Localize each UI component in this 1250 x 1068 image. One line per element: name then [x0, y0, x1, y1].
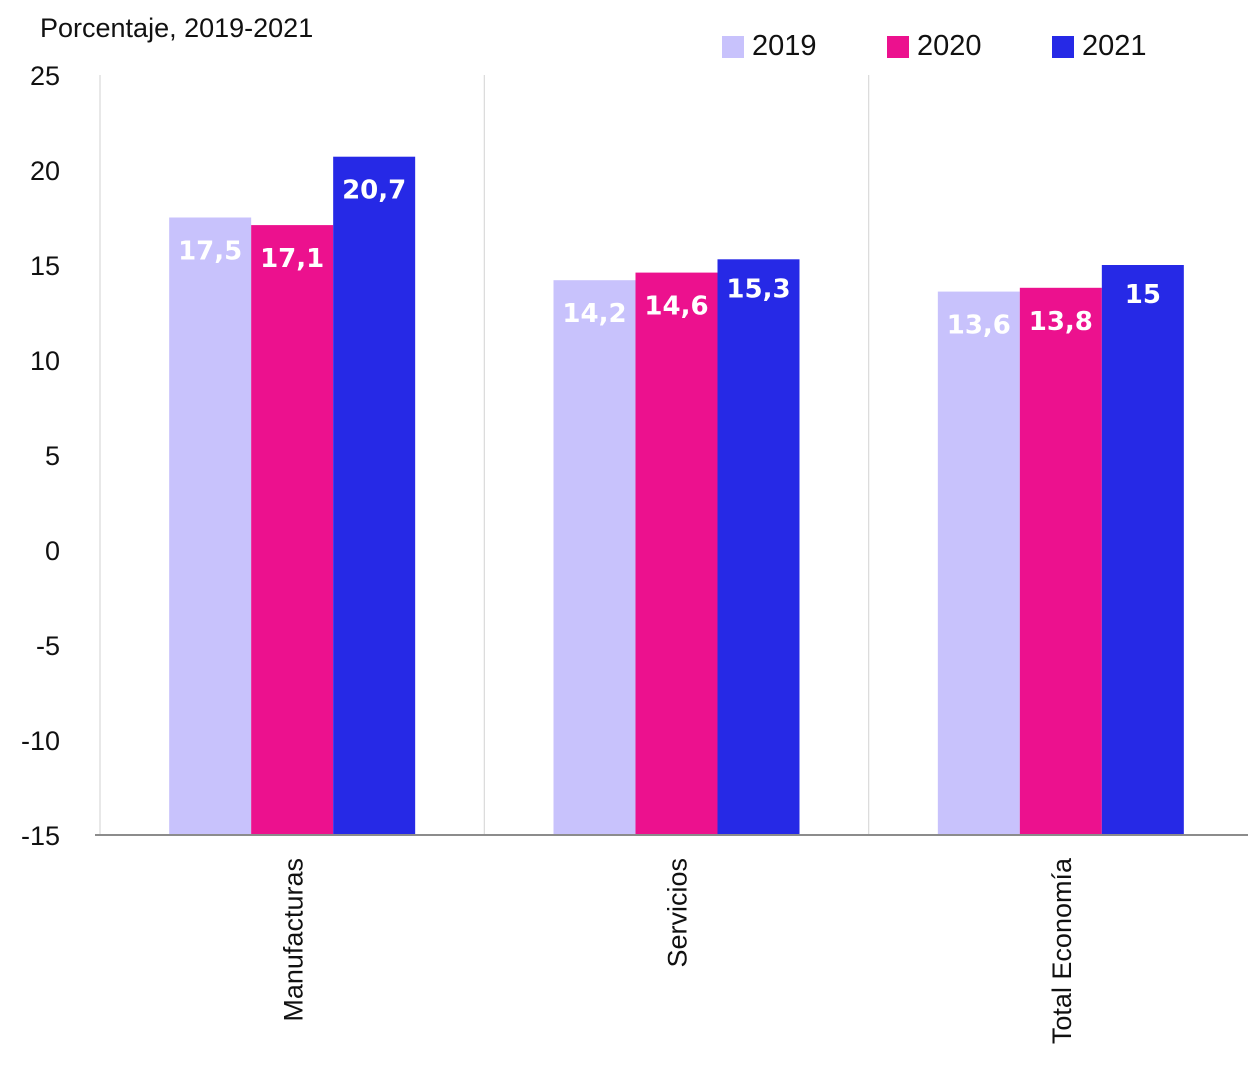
data-label: 17,5	[178, 237, 242, 267]
bar	[937, 291, 1020, 836]
y-tick-label: 25	[30, 61, 60, 91]
category-label: Total Economía	[1047, 857, 1077, 1044]
bar	[333, 156, 416, 835]
bar	[1019, 287, 1102, 835]
legend-label: 2020	[917, 30, 982, 62]
category-label: Servicios	[663, 858, 693, 968]
y-tick-label: 5	[45, 441, 60, 471]
y-tick-label: -10	[21, 726, 60, 756]
y-axis-label: Porcentaje, 2019-2021	[40, 13, 313, 43]
data-label: 20,7	[342, 176, 406, 206]
bar	[169, 217, 252, 835]
data-label: 14,6	[644, 292, 708, 322]
data-label: 15	[1125, 280, 1161, 310]
legend-swatch	[1052, 36, 1074, 58]
legend-label: 2021	[1082, 30, 1147, 62]
bar	[251, 225, 334, 836]
bar	[635, 272, 718, 836]
legend-label: 2019	[752, 30, 817, 62]
y-tick-label: -15	[21, 821, 60, 851]
y-tick-label: 15	[30, 251, 60, 281]
y-tick-label: 10	[30, 346, 60, 376]
data-label: 15,3	[726, 274, 790, 304]
category-label: Manufacturas	[278, 858, 308, 1022]
y-tick-label: -5	[36, 631, 60, 661]
bar	[717, 259, 800, 835]
bar	[1101, 265, 1184, 835]
data-label: 14,2	[562, 299, 626, 329]
data-label: 17,1	[260, 244, 324, 274]
y-tick-label: 0	[45, 536, 60, 566]
legend-swatch	[722, 36, 744, 58]
data-label: 13,8	[1029, 307, 1093, 337]
bar	[553, 280, 636, 835]
y-tick-label: 20	[30, 156, 60, 186]
data-label: 13,6	[947, 311, 1011, 341]
legend-swatch	[887, 36, 909, 58]
